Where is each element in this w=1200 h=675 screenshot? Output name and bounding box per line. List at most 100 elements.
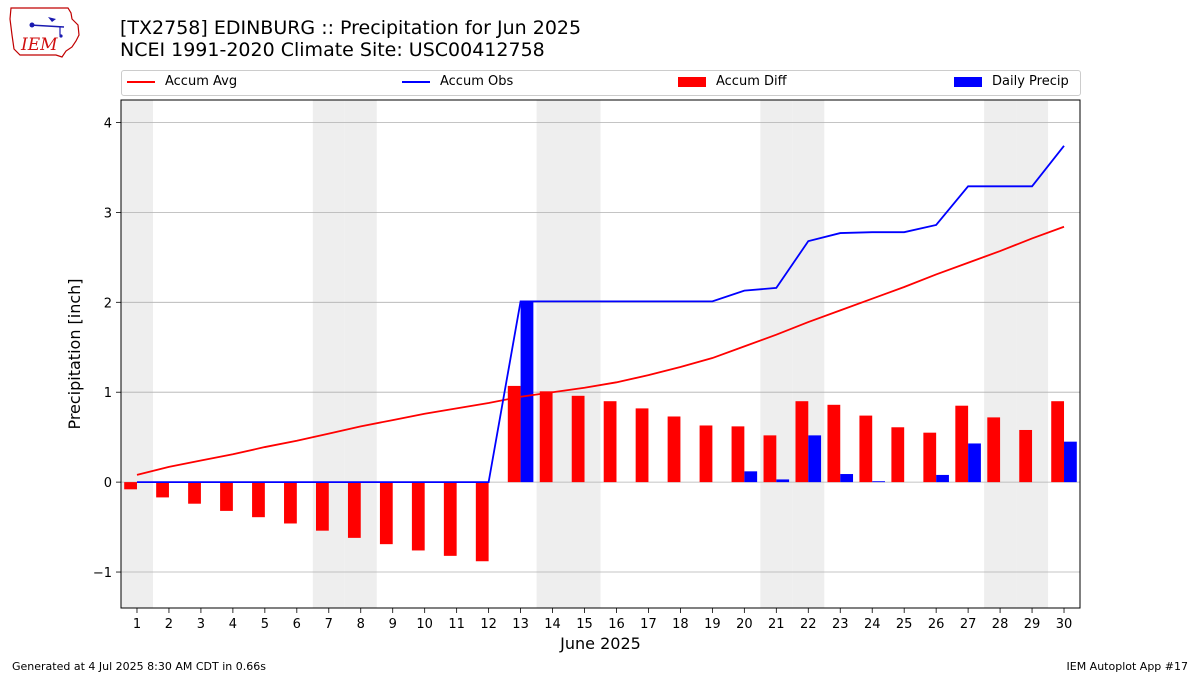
accum-diff-bar <box>859 415 873 483</box>
x-tick-label: 24 <box>864 617 881 632</box>
x-tick-label: 27 <box>960 617 977 632</box>
daily-precip-bar <box>776 479 790 483</box>
accum-avg-line <box>136 225 1065 476</box>
legend-item-daily-precip: Daily Precip <box>954 74 1069 89</box>
accum-diff-bar <box>124 482 137 490</box>
x-tick-label: 15 <box>576 617 593 632</box>
x-tick-label: 21 <box>768 617 785 632</box>
y-tick-label: −1 <box>93 566 112 581</box>
x-tick-label: 13 <box>512 617 529 632</box>
x-tick-label: 4 <box>229 617 237 632</box>
accum-diff-bar <box>156 482 169 498</box>
accum-diff-bar <box>284 482 297 524</box>
x-tick-label: 3 <box>197 617 205 632</box>
daily-precip-bar <box>968 443 981 483</box>
x-tick-label: 25 <box>896 617 913 632</box>
accum-diff-bar <box>252 482 265 518</box>
accum-diff-bar <box>379 482 393 545</box>
y-tick-label: 0 <box>104 476 112 491</box>
weekend-shade <box>121 100 153 608</box>
x-tick-label: 22 <box>800 617 817 632</box>
accum-diff-bar <box>891 427 905 483</box>
y-tick-label: 1 <box>104 386 112 401</box>
accum-diff-bar <box>220 482 233 511</box>
accum-diff-bar <box>411 482 425 551</box>
x-tick-label: 14 <box>544 617 561 632</box>
legend: Accum Avg Accum Obs Accum Diff Daily Pre… <box>121 70 1081 96</box>
x-tick-label: 28 <box>992 617 1009 632</box>
plot-frame <box>120 99 1081 609</box>
accum-diff-bar <box>507 385 521 483</box>
legend-swatch-daily-precip <box>954 76 982 87</box>
accum-diff-bar <box>667 416 681 483</box>
x-tick-label: 16 <box>608 617 625 632</box>
x-tick-label: 10 <box>416 617 433 632</box>
daily-precip-bar <box>840 474 854 483</box>
accum-diff-bar <box>795 401 809 483</box>
accum-diff-bar <box>731 426 745 483</box>
y-axis-label: Precipitation [inch] <box>65 278 84 429</box>
daily-precip-bar <box>936 474 949 483</box>
accum-diff-bar <box>987 417 1001 483</box>
x-tick-label: 23 <box>832 617 849 632</box>
accum-diff-bar <box>955 405 969 483</box>
footer-app: IEM Autoplot App #17 <box>1066 660 1189 673</box>
legend-swatch-accum-avg <box>127 80 155 83</box>
x-tick-label: 9 <box>389 617 397 632</box>
accum-diff-bar <box>315 482 329 531</box>
x-tick-label: 2 <box>165 617 173 632</box>
legend-item-accum-avg: Accum Avg <box>127 74 237 89</box>
accum-diff-bar <box>347 482 361 538</box>
accum-diff-bar <box>827 404 841 483</box>
x-tick-label: 17 <box>640 617 657 632</box>
daily-precip-bar <box>744 471 758 483</box>
accum-diff-bar <box>188 482 201 504</box>
chart-subtitle: NCEI 1991-2020 Climate Site: USC00412758 <box>120 39 545 61</box>
weekend-shade <box>536 100 569 608</box>
accum-diff-bar <box>923 432 937 483</box>
x-tick-label: 1 <box>133 617 141 632</box>
accum-diff-bar <box>1051 401 1065 483</box>
legend-item-accum-diff: Accum Diff <box>678 74 787 89</box>
x-axis-label: June 2025 <box>559 634 641 653</box>
x-tick-label: 8 <box>357 617 365 632</box>
weekend-shade <box>312 100 345 608</box>
x-tick-label: 29 <box>1024 617 1041 632</box>
accum-diff-bar <box>635 408 649 483</box>
accum-diff-bar <box>475 482 489 562</box>
legend-label-accum-obs: Accum Obs <box>440 74 514 89</box>
x-tick-label: 6 <box>293 617 301 632</box>
weekend-shade <box>984 100 1017 608</box>
x-tick-label: 20 <box>736 617 753 632</box>
legend-label-accum-diff: Accum Diff <box>716 74 787 89</box>
daily-precip-bar <box>872 481 886 483</box>
legend-label-accum-avg: Accum Avg <box>165 74 238 89</box>
x-tick-label: 19 <box>704 617 721 632</box>
logo-text: IEM <box>20 35 58 55</box>
accum-diff-bar <box>1019 429 1033 483</box>
x-tick-label: 12 <box>480 617 497 632</box>
x-tick-label: 5 <box>261 617 269 632</box>
weekend-shade <box>1016 100 1049 608</box>
accum-diff-bar <box>699 425 713 483</box>
accum-obs-line <box>136 145 1065 484</box>
legend-item-accum-obs: Accum Obs <box>402 74 513 89</box>
weekend-shade <box>760 100 793 608</box>
y-tick-label: 2 <box>104 296 112 311</box>
weekend-shade <box>568 100 601 608</box>
legend-label-daily-precip: Daily Precip <box>992 74 1069 89</box>
accum-diff-bar <box>571 395 585 483</box>
iem-logo: IEM <box>8 5 82 61</box>
chart-title: [TX2758] EDINBURG :: Precipitation for J… <box>120 17 582 39</box>
legend-swatch-accum-obs <box>402 80 430 83</box>
daily-precip-bar <box>1064 441 1077 483</box>
x-tick-label: 7 <box>325 617 333 632</box>
accum-diff-bar <box>763 435 777 483</box>
accum-diff-bar <box>539 391 553 483</box>
weekend-shade <box>792 100 825 608</box>
daily-precip-bar <box>520 301 534 483</box>
daily-precip-bar <box>808 435 822 483</box>
y-tick-label: 4 <box>104 116 112 131</box>
x-tick-label: 18 <box>672 617 689 632</box>
